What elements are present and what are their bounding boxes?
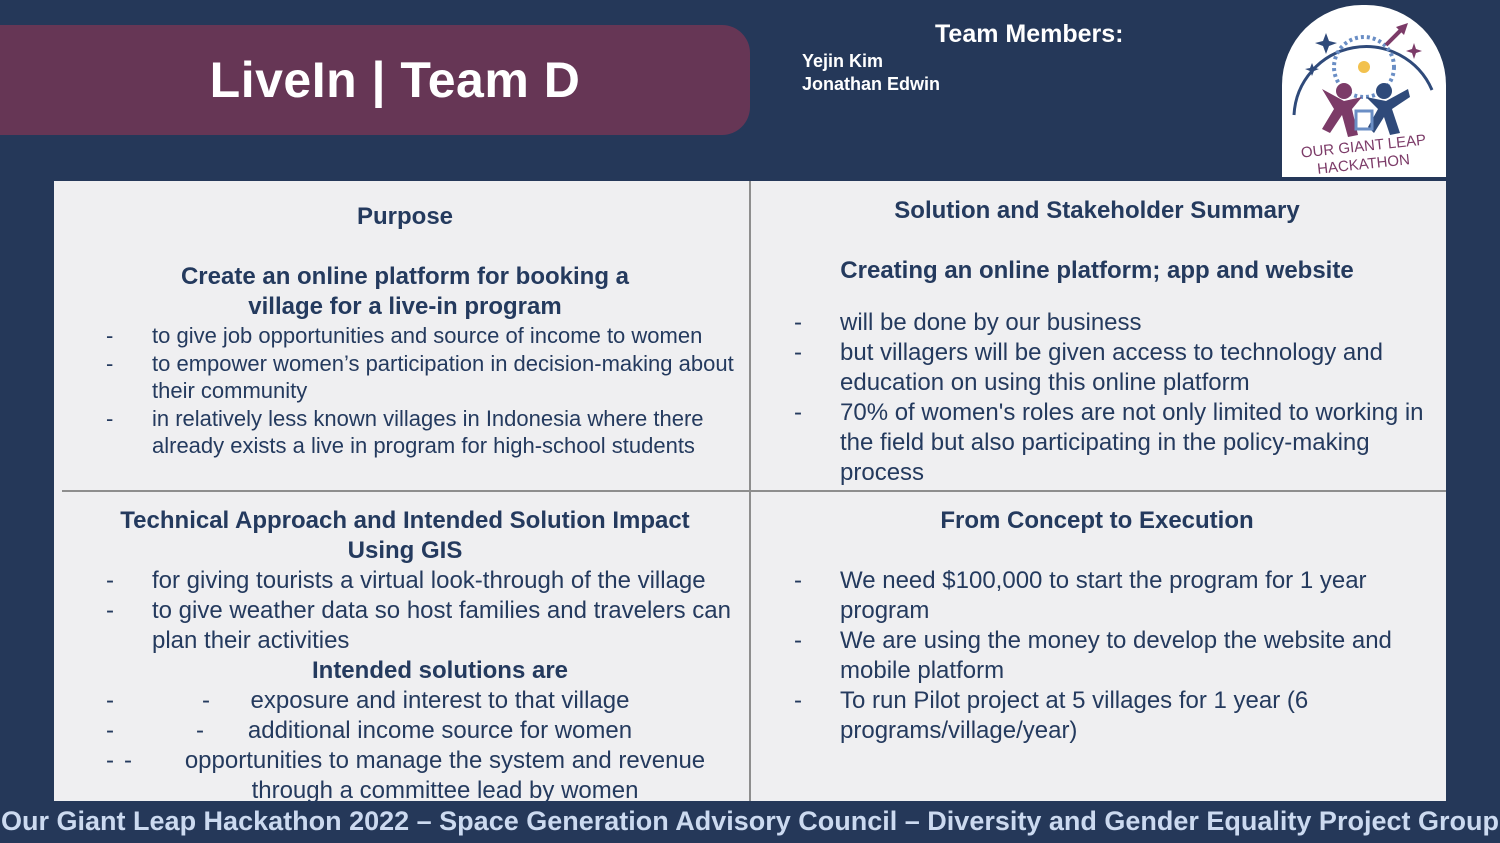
list-item: but villagers will be given access to te…	[750, 338, 1444, 398]
solution-list: will be done by our business but village…	[750, 308, 1444, 488]
list-item-text: opportunities to manage the system and r…	[184, 747, 706, 804]
team-heading: Team Members:	[935, 20, 1124, 48]
solution-section: Solution and Stakeholder Summary Creatin…	[750, 196, 1444, 488]
footer: Our Giant Leap Hackathon 2022 – Space Ge…	[1, 806, 1499, 836]
logo-graphic: OUR GIANT LEAP HACKATHON	[1292, 23, 1434, 177]
technical-list: for giving tourists a virtual look-throu…	[62, 566, 748, 656]
list-item: for giving tourists a virtual look-throu…	[62, 566, 748, 596]
list-item: -additional income source for women	[62, 716, 748, 746]
purpose-list: to give job opportunities and source of …	[62, 322, 748, 460]
list-item: We need $100,000 to start the program fo…	[750, 566, 1444, 626]
technical-subheading: Using GIS	[347, 537, 463, 564]
horizontal-divider	[62, 490, 1446, 492]
list-item: We are using the money to develop the we…	[750, 626, 1444, 686]
page-title: LiveIn | Team D	[209, 52, 581, 108]
execution-list: We need $100,000 to start the program fo…	[750, 566, 1444, 746]
technical-section: Technical Approach and Intended Solution…	[62, 506, 748, 806]
title-banner: LiveIn | Team D	[0, 25, 750, 135]
list-item: to give weather data so host families an…	[62, 596, 748, 656]
list-item: -exposure and interest to that village	[62, 686, 748, 716]
intended-solutions-list: -exposure and interest to that village -…	[62, 686, 748, 806]
list-item: in relatively less known villages in Ind…	[62, 405, 748, 460]
team-member: Yejin Kim	[802, 51, 884, 71]
list-item: -opportunities to manage the system and …	[62, 746, 748, 806]
hackathon-logo: OUR GIANT LEAP HACKATHON	[1282, 5, 1446, 177]
solution-subheading: Creating an online platform; app and web…	[840, 257, 1354, 284]
list-item-text: exposure and interest to that village	[250, 687, 630, 714]
purpose-section: Purpose Create an online platform for bo…	[62, 202, 748, 460]
technical-heading: Technical Approach and Intended Solution…	[120, 507, 690, 534]
purpose-heading: Purpose	[356, 203, 454, 230]
execution-heading: From Concept to Execution	[940, 507, 1254, 534]
team-member: Jonathan Edwin	[802, 74, 941, 94]
team-member-list: Yejin Kim Jonathan Edwin	[802, 50, 940, 96]
list-item: To run Pilot project at 5 villages for 1…	[750, 686, 1444, 746]
execution-section: From Concept to Execution We need $100,0…	[750, 506, 1444, 746]
solution-heading: Solution and Stakeholder Summary	[894, 197, 1300, 224]
list-item: to empower women’s participation in deci…	[62, 350, 748, 405]
intended-solutions-heading: Intended solutions are	[311, 657, 569, 684]
list-item-text: additional income source for women	[247, 717, 633, 744]
list-item: to give job opportunities and source of …	[62, 322, 748, 350]
list-item: will be done by our business	[750, 308, 1444, 338]
purpose-subheading: Create an online platform for booking a …	[180, 263, 630, 320]
list-item: 70% of women's roles are not only limite…	[750, 398, 1444, 488]
